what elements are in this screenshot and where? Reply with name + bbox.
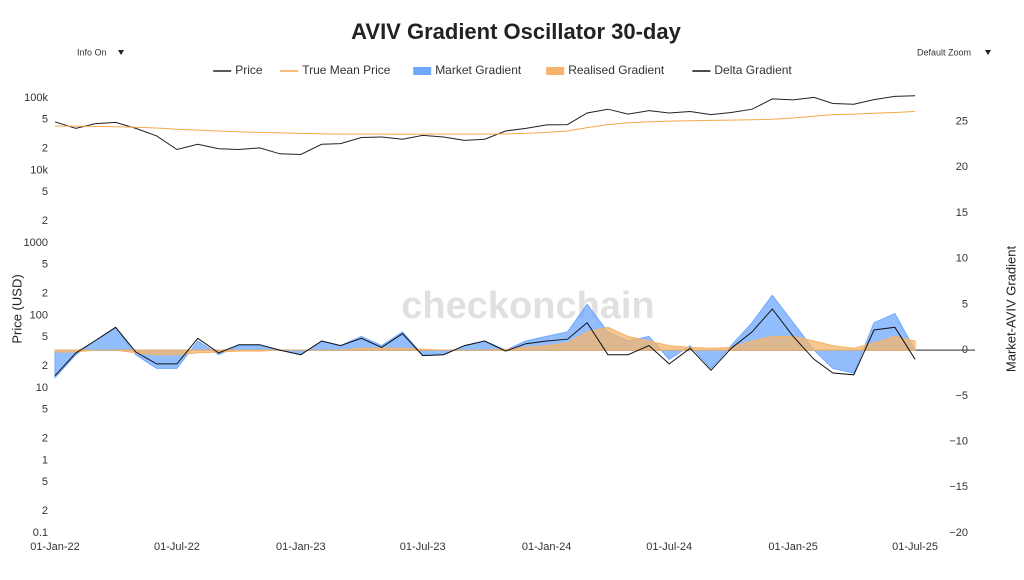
legend-label: Market Gradient (435, 63, 522, 77)
y-tick-label: 1 (42, 454, 48, 466)
y-tick-label: 2 (42, 433, 48, 445)
info-control[interactable]: Info On (77, 47, 124, 57)
y-tick-label: 5 (42, 259, 48, 271)
y-tick-label: 2 (42, 505, 48, 517)
y2-tick-label: −15 (949, 481, 968, 493)
legend-label: Realised Gradient (568, 63, 665, 77)
y2-tick-label: 20 (956, 161, 968, 173)
y-tick-label: 0.1 (33, 527, 48, 539)
y-tick-label: 10k (30, 164, 48, 176)
zoom-control[interactable]: Default Zoom (917, 47, 991, 57)
y-axis-label: Price (USD) (9, 274, 24, 343)
y-tick-label: 5 (42, 476, 48, 488)
y-tick-label: 2 (42, 143, 48, 155)
area (54, 326, 916, 356)
x-tick-label: 01-Jul-24 (646, 541, 692, 553)
x-tick-label: 01-Jul-25 (892, 541, 938, 553)
y-tick-label: 2 (42, 215, 48, 227)
y-tick-label: 1000 (24, 237, 48, 249)
y-tick-label: 5 (42, 404, 48, 416)
y2-tick-label: −10 (949, 435, 968, 447)
x-tick-label: 01-Jan-22 (30, 541, 80, 553)
x-tick-label: 01-Jan-23 (276, 541, 326, 553)
y-tick-label: 10 (36, 382, 48, 394)
y2-tick-label: 5 (962, 298, 968, 310)
y2-tick-label: 25 (956, 115, 968, 127)
y-tick-label: 2 (42, 360, 48, 372)
legend: Price True Mean Price Market Gradient Reali… (213, 63, 792, 77)
y-tick-label: 100k (24, 92, 48, 104)
x-tick-label: 01-Jan-25 (768, 541, 818, 553)
y-tick-label: 5 (42, 114, 48, 126)
watermark: checkonchain (401, 285, 654, 327)
legend-label: Delta Gradient (714, 63, 792, 77)
legend-swatch (413, 67, 432, 75)
dropdown-arrow[interactable] (985, 50, 991, 55)
dropdown-arrow[interactable] (118, 50, 124, 55)
y2-tick-label: −20 (949, 527, 968, 539)
y-tick-label: 100 (30, 309, 48, 321)
x-tick-label: 01-Jan-24 (522, 541, 572, 553)
legend-label: True Mean Price (302, 63, 391, 77)
x-tick-label: 01-Jul-22 (154, 541, 200, 553)
y2-tick-label: 10 (956, 253, 968, 265)
legend-label: Price (235, 63, 263, 77)
line (55, 111, 916, 135)
y-tick-label: 5 (42, 331, 48, 343)
y-tick-label: 5 (42, 186, 48, 198)
y-tick-label: 2 (42, 288, 48, 300)
x-tick-label: 01-Jul-23 (400, 541, 446, 553)
info-toggle[interactable]: Info On (77, 47, 107, 57)
y2-tick-label: 15 (956, 207, 968, 219)
legend-swatch (546, 67, 565, 75)
chart-title: AVIV Gradient Oscillator 30-day (351, 19, 681, 44)
y2-axis-label: Market-AVIV Gradient (1003, 246, 1018, 373)
line (54, 308, 916, 377)
line (54, 95, 916, 156)
y2-tick-label: −5 (955, 390, 968, 402)
zoom-select[interactable]: Default Zoom (917, 47, 971, 57)
